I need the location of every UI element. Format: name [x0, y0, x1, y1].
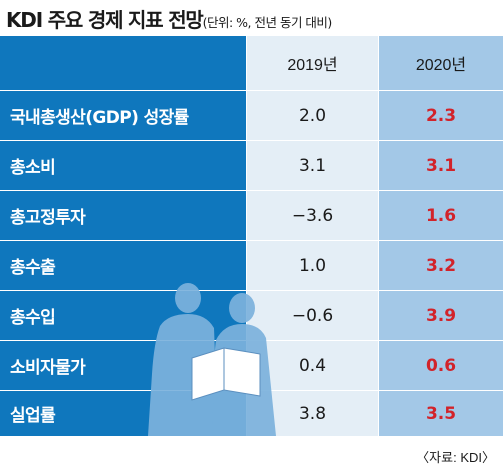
title-main: KDI 주요 경제 지표 전망	[6, 8, 204, 32]
source-note: 〈자료: KDI〉	[416, 450, 495, 465]
value-2019: −0.6	[247, 291, 378, 340]
indicator-table: 2019년 2020년 국내총생산(GDP) 성장률 2.0 2.3 총소비 3…	[0, 36, 503, 436]
header-2020: 2020년	[379, 36, 503, 90]
chart-title: KDI 주요 경제 지표 전망(단위: %, 전년 동기 대비)	[6, 4, 332, 34]
row-label: 총고정투자	[0, 191, 246, 240]
value-2020: 0.6	[379, 341, 503, 390]
row-label: 국내총생산(GDP) 성장률	[0, 91, 246, 140]
value-2020: 3.1	[379, 141, 503, 190]
title-unit: (단위: %, 전년 동기 대비)	[202, 15, 333, 30]
value-2020: 2.3	[379, 91, 503, 140]
value-2019: 1.0	[247, 241, 378, 290]
value-2020: 3.2	[379, 241, 503, 290]
value-2020: 3.9	[379, 291, 503, 340]
header-corner-cell	[0, 36, 246, 90]
header-2019: 2019년	[247, 36, 378, 90]
value-2019: −3.6	[247, 191, 378, 240]
value-2020: 3.5	[379, 391, 503, 436]
value-2019: 3.1	[247, 141, 378, 190]
value-2020: 1.6	[379, 191, 503, 240]
people-reading-silhouette-icon	[148, 283, 276, 436]
row-label: 총수출	[0, 241, 246, 290]
row-label: 총소비	[0, 141, 246, 190]
paper-icon	[191, 347, 261, 401]
value-2019: 2.0	[247, 91, 378, 140]
